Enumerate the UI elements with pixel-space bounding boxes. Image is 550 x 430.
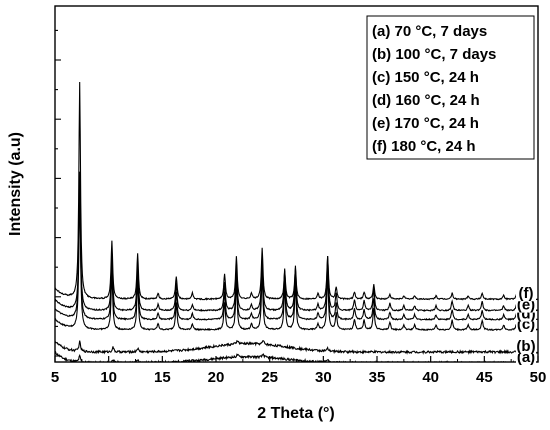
x-tick-label-10: 10 [100, 369, 117, 386]
x-tick-label-15: 15 [154, 369, 171, 386]
x-tick-label-30: 30 [315, 369, 332, 386]
x-tick-label-20: 20 [208, 369, 225, 386]
x-tick-label-50: 50 [530, 369, 547, 386]
legend-entry-a: (a) 70 °C, 7 days [372, 23, 487, 40]
legend-entry-c: (c) 150 °C, 24 h [372, 69, 479, 86]
curve-labels: (a)(b)(c)(d)(e)(f) [516, 285, 536, 366]
legend: (a) 70 °C, 7 days (b) 100 °C, 7 days (c)… [367, 16, 534, 159]
x-tick-label-5: 5 [51, 369, 59, 386]
curve-label-b: (b) [516, 338, 535, 355]
x-axis-label: 2 Theta (°) [257, 405, 335, 422]
curve-label-f: (f) [519, 285, 534, 302]
x-tick-label-40: 40 [422, 369, 439, 386]
legend-entry-d: (d) 160 °C, 24 h [372, 92, 480, 109]
x-tick-label-35: 35 [369, 369, 386, 386]
legend-entry-e: (e) 170 °C, 24 h [372, 115, 479, 132]
x-tick-label-45: 45 [476, 369, 493, 386]
x-tick-label-25: 25 [261, 369, 278, 386]
legend-entry-f: (f) 180 °C, 24 h [372, 138, 476, 155]
y-axis-label: Intensity (a.u) [7, 132, 24, 236]
legend-entry-b: (b) 100 °C, 7 days [372, 46, 496, 63]
